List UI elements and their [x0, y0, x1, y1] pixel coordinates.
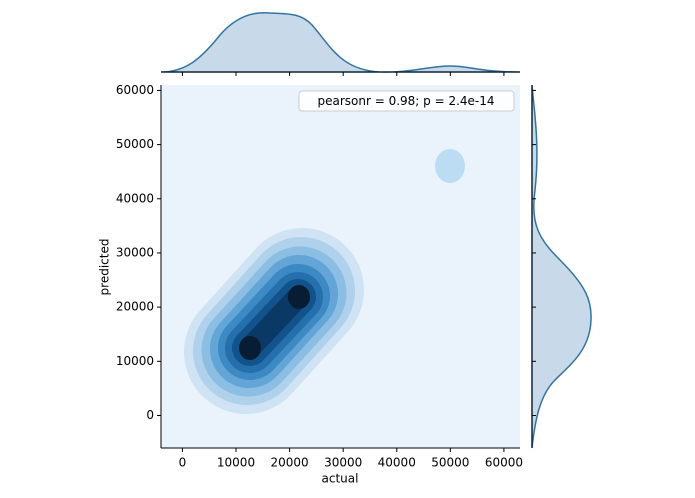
x-tick-label: 0 [179, 456, 187, 470]
right-marginal [531, 84, 592, 449]
x-tick-label: 10000 [217, 456, 255, 470]
density-contours [184, 149, 465, 414]
x-tick-label: 20000 [271, 456, 309, 470]
x-tick-label: 40000 [378, 456, 416, 470]
y-axis-label: predicted [98, 239, 112, 296]
x-axis-label: actual [322, 472, 359, 486]
x-tick-label: 50000 [431, 456, 469, 470]
y-tick-label: 40000 [116, 191, 154, 205]
legend [298, 90, 515, 112]
annotation: pearsonr = 0.98; p = 2.4e-14 [317, 94, 494, 108]
y-tick-label: 50000 [116, 137, 154, 151]
x-tick-label: 30000 [324, 456, 362, 470]
top-marginal [160, 11, 521, 73]
y-tick-label: 0 [146, 408, 154, 422]
y-tick-label: 10000 [116, 354, 154, 368]
x-tick-label: 60000 [485, 456, 523, 470]
y-tick-label: 20000 [116, 300, 154, 314]
y-tick-label: 30000 [116, 245, 154, 259]
y-tick-label: 60000 [116, 83, 154, 97]
